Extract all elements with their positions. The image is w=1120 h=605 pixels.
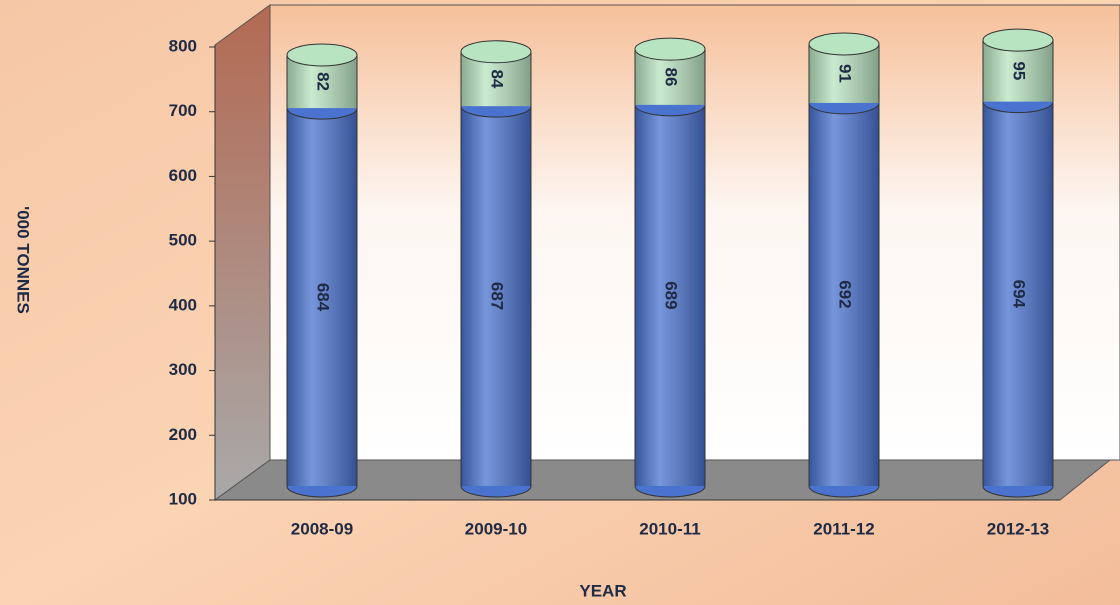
value-label: 684: [314, 283, 333, 312]
cylinder-segment: [634, 93, 706, 498]
y-tick-label: 800: [169, 36, 197, 55]
value-label: 82: [314, 72, 333, 91]
cylinder-shade: [287, 108, 357, 486]
value-label: 91: [836, 64, 855, 83]
cylinder-top: [808, 32, 880, 56]
cylinder-segment: [808, 91, 880, 498]
cylinder-segment: [634, 37, 706, 105]
x-tick-label: 2010-11: [639, 519, 700, 538]
x-tick-label: 2008-09: [291, 519, 353, 538]
cylinder-shade: [809, 102, 879, 487]
cylinder-top: [286, 43, 358, 67]
y-tick-label: 700: [169, 101, 197, 120]
y-tick-label: 400: [169, 295, 197, 314]
value-label: 84: [488, 69, 507, 88]
cylinder-segment: [982, 90, 1054, 498]
cylinder-shade: [983, 101, 1053, 487]
y-tick-label: 100: [169, 489, 197, 508]
y-axis-label: '000 TONNES: [14, 206, 33, 314]
value-label: 692: [836, 280, 855, 308]
cylinder-top: [460, 40, 532, 64]
x-tick-label: 2009-10: [465, 519, 527, 538]
cylinder-shade: [635, 104, 705, 486]
cylinder-segment: [286, 96, 358, 498]
cylinder-shade: [461, 106, 531, 487]
y-tick-label: 300: [169, 360, 197, 379]
cylinder-top: [634, 37, 706, 61]
value-label: 687: [488, 282, 507, 310]
cylinder-segment: [982, 28, 1054, 102]
cylinder-top: [982, 28, 1054, 52]
cylinder-segment: [460, 94, 532, 498]
cylinder-segment: [460, 40, 532, 107]
cylinder-segment: [808, 32, 880, 103]
value-label: 95: [1010, 61, 1029, 80]
value-label: 694: [1010, 280, 1029, 309]
value-label: 689: [662, 281, 681, 309]
y-tick-label: 600: [169, 166, 197, 185]
side-wall: [214, 4, 271, 501]
x-axis-label: YEAR: [579, 581, 626, 600]
value-label: 86: [662, 68, 681, 87]
cylinder-segment: [286, 43, 358, 109]
y-tick-label: 500: [169, 231, 197, 250]
x-tick-label: 2011-12: [813, 519, 874, 538]
y-tick-label: 200: [169, 425, 197, 444]
x-tick-label: 2012-13: [987, 519, 1049, 538]
